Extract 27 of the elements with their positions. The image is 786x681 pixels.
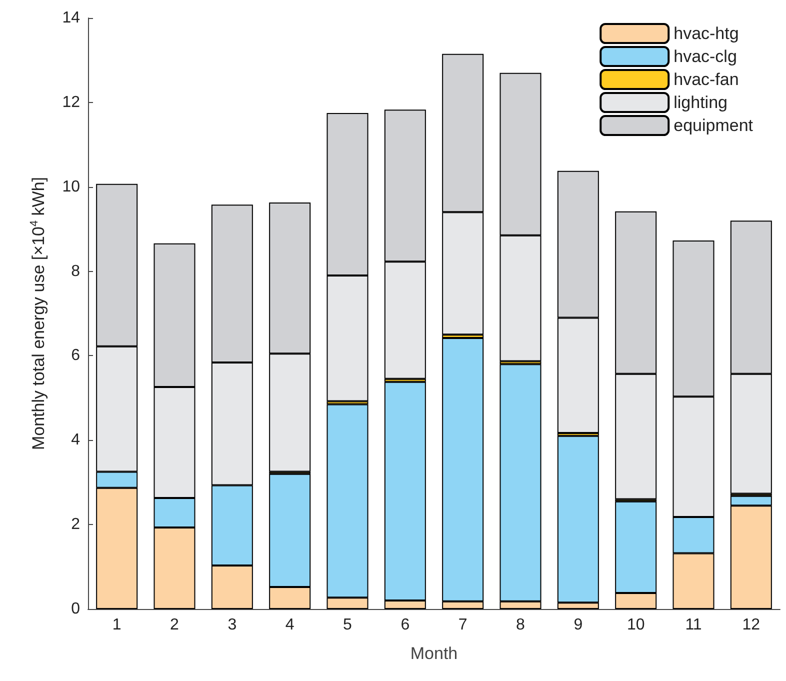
x-tick-label: 7 <box>458 616 468 634</box>
y-tick-label: 0 <box>71 600 80 618</box>
x-tick-label: 9 <box>574 616 583 634</box>
legend-label: hvac-htg <box>674 24 739 43</box>
y-tick-label: 2 <box>71 516 80 534</box>
y-tick-label: 4 <box>71 432 80 449</box>
x-tick-label: 4 <box>285 616 294 634</box>
x-tick-label: 3 <box>228 616 237 634</box>
x-tick-label: 8 <box>516 616 526 634</box>
x-tick-label: 10 <box>626 616 645 634</box>
y-tick-label: 8 <box>71 262 80 280</box>
legend-label: equipment <box>674 116 754 135</box>
x-tick-label: 5 <box>343 616 352 634</box>
legend-label: hvac-fan <box>674 70 739 89</box>
legend-label: lighting <box>674 93 728 112</box>
y-tick-label: 6 <box>71 347 80 364</box>
x-tick-label: 6 <box>400 616 410 634</box>
y-axis-title: Monthly total energy use [×104 kWh] <box>28 176 48 450</box>
y-tick-label: 10 <box>62 178 80 196</box>
x-tick-label: 1 <box>112 616 122 634</box>
y-tick-label: 14 <box>62 10 80 26</box>
x-axis-title: Month <box>410 644 458 663</box>
x-tick-label: 2 <box>170 616 180 634</box>
y-tick-label: 12 <box>62 94 80 111</box>
x-tick-label: 11 <box>685 616 702 634</box>
legend-label: hvac-clg <box>674 47 737 66</box>
x-tick-label: 12 <box>742 616 760 634</box>
